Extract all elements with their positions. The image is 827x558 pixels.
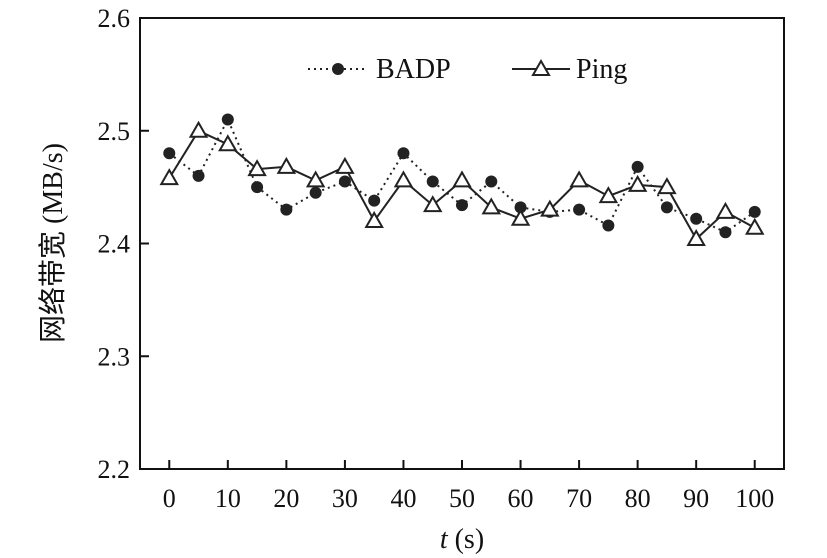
data-point-ping: [159, 168, 179, 186]
data-point-ping: [276, 156, 297, 174]
x-tick-label: 70: [566, 484, 592, 513]
y-axis-ticks: 2.2 2.3 2.4 2.5 2.6: [98, 4, 149, 484]
data-point-ping: [540, 199, 560, 217]
x-tick-label: 30: [332, 484, 358, 513]
y-tick-label: 2.2: [98, 455, 131, 484]
legend-badp-label: BADP: [376, 54, 451, 85]
x-tick-label: 90: [683, 484, 709, 513]
x-tick-label: 0: [163, 484, 176, 513]
y-tick-label: 2.6: [98, 4, 131, 33]
x-tick-label: 40: [390, 484, 416, 513]
data-point-badp: [368, 194, 381, 207]
x-tick-label: 60: [508, 484, 534, 513]
data-point-ping: [598, 186, 619, 204]
data-point-badp: [514, 201, 527, 214]
data-point-badp: [397, 147, 410, 160]
data-point-ping: [423, 195, 443, 213]
data-point-badp: [631, 160, 644, 173]
legend-ping-marker: [531, 58, 551, 76]
data-point-ping: [218, 134, 238, 152]
data-point-ping: [627, 174, 648, 192]
data-point-badp: [690, 212, 703, 225]
data-point-badp: [426, 175, 439, 188]
data-point-ping: [364, 210, 384, 228]
x-tick-label: 100: [735, 484, 774, 513]
y-tick-label: 2.5: [98, 117, 131, 146]
data-point-ping: [452, 170, 472, 188]
x-tick-label: 20: [273, 484, 299, 513]
data-point-badp: [192, 169, 205, 182]
plot-frame: [139, 17, 785, 470]
data-point-ping: [481, 197, 501, 215]
data-point-ping: [393, 170, 414, 188]
data-point-ping: [715, 201, 736, 219]
data-point-ping: [335, 156, 355, 174]
data-point-ping: [657, 177, 677, 195]
data-point-ping: [569, 170, 589, 188]
y-tick-label: 2.3: [98, 342, 131, 371]
data-point-badp: [163, 147, 176, 160]
data-point-badp: [456, 199, 468, 212]
data-point-ping: [188, 120, 209, 138]
data-point-ping: [305, 170, 326, 188]
x-axis-label: t (s): [440, 524, 484, 555]
x-tick-label: 10: [215, 484, 241, 513]
data-point-badp: [602, 219, 615, 232]
data-point-badp: [748, 205, 761, 218]
data-point-ping: [686, 228, 706, 246]
data-point-ping: [510, 208, 531, 226]
x-tick-label: 80: [625, 484, 651, 513]
data-point-badp: [338, 175, 351, 188]
data-point-badp: [309, 186, 322, 199]
data-point-ping: [745, 217, 765, 235]
legend-ping-label: Ping: [576, 54, 627, 85]
data-point-badp: [660, 201, 673, 214]
data-point-ping: [247, 159, 267, 177]
y-tick-label: 2.4: [98, 230, 131, 259]
data-point-badp: [719, 226, 732, 239]
data-point-badp: [251, 181, 264, 194]
legend-badp-marker: [332, 63, 344, 75]
x-axis-variable: t: [440, 524, 449, 555]
data-point-badp: [573, 203, 586, 216]
data-point-badp: [280, 203, 293, 216]
data-point-badp: [221, 113, 234, 126]
data-point-badp: [485, 175, 498, 188]
y-axis-label: 网络带宽 (MB/s): [37, 143, 69, 343]
x-tick-label: 50: [449, 484, 475, 513]
x-axis-ticks: 0 10 20 30 40 50 60 70 80 90 100: [163, 460, 774, 513]
legend: BADP Ping: [308, 54, 627, 85]
series-layer: [159, 113, 765, 246]
x-axis-unit: (s): [448, 524, 485, 555]
